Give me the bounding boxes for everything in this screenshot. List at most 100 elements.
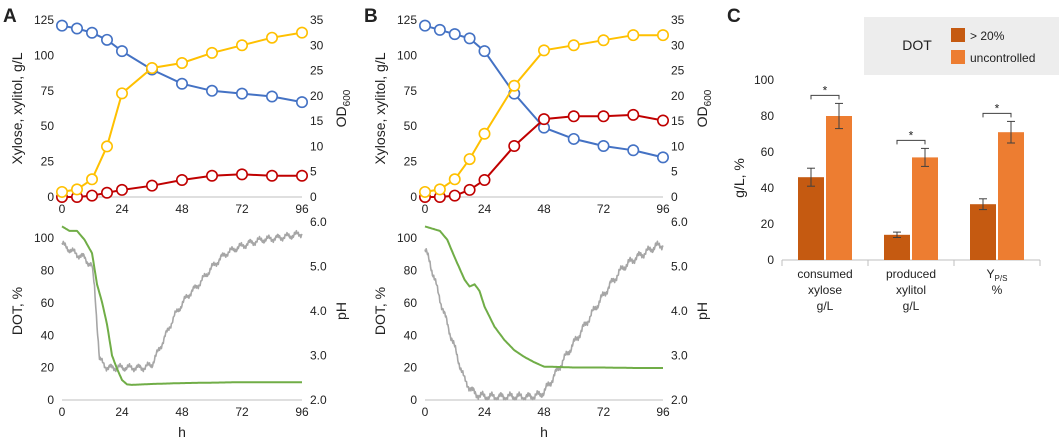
series-xylitol-point bbox=[627, 108, 640, 121]
series-xylose-point bbox=[448, 28, 461, 41]
x-tick-label: 48 bbox=[537, 405, 551, 419]
y-tick-label: 20 bbox=[41, 361, 55, 375]
y-axis-label: g/L, % bbox=[731, 158, 747, 198]
x-tick-label: 0 bbox=[422, 202, 429, 216]
x-tick-label: 96 bbox=[295, 405, 309, 419]
x-tick-label: 72 bbox=[597, 202, 611, 216]
x-tick-label: 24 bbox=[115, 405, 129, 419]
x-tick-label: 72 bbox=[597, 405, 611, 419]
panel-label-c: C bbox=[727, 6, 741, 27]
y-tick-label: 60 bbox=[41, 296, 55, 310]
series-od600-point bbox=[86, 173, 99, 186]
y-tick-label: 80 bbox=[761, 109, 775, 123]
series-xylitol-point bbox=[101, 186, 114, 199]
y2-tick-label: 0 bbox=[310, 190, 317, 204]
y2-tick-label: 5 bbox=[310, 165, 317, 179]
y2-axis-label-subscript: 600 bbox=[342, 89, 353, 106]
series-od600-point bbox=[236, 39, 249, 52]
label-layer: A B C bbox=[3, 6, 741, 27]
y2-tick-label: 35 bbox=[310, 13, 324, 27]
y2-tick-label: 2.0 bbox=[671, 393, 688, 407]
series-xylitol-point bbox=[448, 189, 461, 202]
y2-axis-label: OD600 bbox=[694, 89, 714, 127]
significance-label: * bbox=[823, 83, 828, 97]
y-tick-label: 100 bbox=[34, 48, 54, 62]
series-od600-point bbox=[448, 173, 461, 186]
y-tick-label: 20 bbox=[761, 217, 775, 231]
significance-label: * bbox=[995, 101, 1000, 115]
y-tick-label: 60 bbox=[404, 296, 418, 310]
series-xylose-point bbox=[433, 23, 446, 36]
series-dot-line bbox=[61, 229, 303, 373]
y2-tick-label: 10 bbox=[310, 139, 324, 153]
series-xylitol-point bbox=[86, 189, 99, 202]
y-tick-label: 125 bbox=[34, 13, 54, 27]
chart-c: 0 20 40 60 80 100 g/L, % * consumed xylose g/L * pro… bbox=[731, 17, 1059, 313]
series-od600-point bbox=[418, 185, 431, 198]
series-xylitol-point bbox=[176, 174, 189, 187]
x-tick-label: 24 bbox=[115, 202, 129, 216]
legend-label: > 20% bbox=[970, 29, 1005, 43]
y-tick-label: 80 bbox=[41, 264, 55, 278]
y-tick-label: 0 bbox=[47, 393, 54, 407]
y2-tick-label: 25 bbox=[310, 64, 324, 78]
series-xylose-point bbox=[463, 32, 476, 45]
y2-tick-label: 15 bbox=[671, 114, 685, 128]
series-xylose-point bbox=[627, 144, 640, 157]
x-axis-label: h bbox=[540, 424, 548, 440]
legend: DOT > 20% uncontrolled bbox=[864, 17, 1059, 75]
y2-tick-label: 35 bbox=[671, 13, 685, 27]
y-axis-label: Xylose, xylitol, g/L bbox=[9, 52, 25, 164]
series-od600-point bbox=[567, 39, 580, 52]
category-label: YP/S bbox=[987, 267, 1008, 283]
y-tick-label: 80 bbox=[404, 264, 418, 278]
y-tick-label: 25 bbox=[404, 155, 418, 169]
y2-tick-label: 30 bbox=[310, 38, 324, 52]
legend-swatch bbox=[951, 28, 965, 42]
series-xylose-point bbox=[236, 87, 249, 100]
series-xylose-point bbox=[478, 45, 491, 58]
series-xylitol-point bbox=[656, 114, 669, 127]
x-tick-label: 72 bbox=[235, 405, 249, 419]
y-axis-label: Xylose, xylitol, g/L bbox=[372, 52, 388, 164]
series-od600-point bbox=[176, 56, 189, 69]
category-label: % bbox=[992, 283, 1003, 297]
series-od600-line bbox=[61, 31, 303, 193]
panel-label-a: A bbox=[3, 6, 17, 27]
series-xylitol-point bbox=[295, 169, 308, 182]
y2-tick-label: 2.0 bbox=[310, 393, 327, 407]
category-label-main: Y bbox=[987, 267, 995, 281]
x-tick-label: 48 bbox=[537, 202, 551, 216]
y2-tick-label: 25 bbox=[671, 64, 685, 78]
y-tick-label: 40 bbox=[761, 181, 775, 195]
x-tick-label: 0 bbox=[422, 405, 429, 419]
series-od600-point bbox=[55, 185, 68, 198]
series-xylitol-point bbox=[265, 169, 278, 182]
chart-b-bottom: 0 24 48 72 96 h 0 20 40 60 80 100 2.0 3.0 4.0 5.0 6.0 DOT… bbox=[372, 215, 710, 440]
y-tick-label: 75 bbox=[41, 84, 55, 98]
series-ph-line bbox=[61, 225, 302, 386]
y2-tick-label: 20 bbox=[671, 89, 685, 103]
y-tick-label: 100 bbox=[397, 48, 417, 62]
y2-tick-label: 30 bbox=[671, 38, 685, 52]
y-tick-label: 0 bbox=[410, 393, 417, 407]
x-tick-label: 96 bbox=[656, 202, 670, 216]
y-tick-label: 50 bbox=[41, 119, 55, 133]
significance-bracket bbox=[810, 94, 840, 100]
x-tick-label: 24 bbox=[478, 202, 492, 216]
y2-axis-label: OD600 bbox=[333, 89, 353, 127]
series-xylitol-point bbox=[236, 168, 249, 181]
legend-swatch bbox=[951, 50, 965, 64]
chart-a-bottom: 0 24 48 72 96 h 0 20 40 60 80 100 2.0 3.0 4.0 5.0 6.0 DOT… bbox=[9, 215, 349, 440]
legend-box bbox=[864, 17, 1059, 75]
series-xylose-point bbox=[597, 140, 610, 153]
x-tick-label: 24 bbox=[478, 405, 492, 419]
series-xylitol-point bbox=[146, 179, 159, 192]
y2-tick-label: 5 bbox=[671, 165, 678, 179]
series-xylose-point bbox=[116, 45, 129, 58]
series-dot-line bbox=[424, 240, 664, 401]
category-label: xylitol bbox=[896, 283, 926, 297]
y-tick-label: 0 bbox=[410, 190, 417, 204]
significance-bracket bbox=[982, 112, 1012, 118]
